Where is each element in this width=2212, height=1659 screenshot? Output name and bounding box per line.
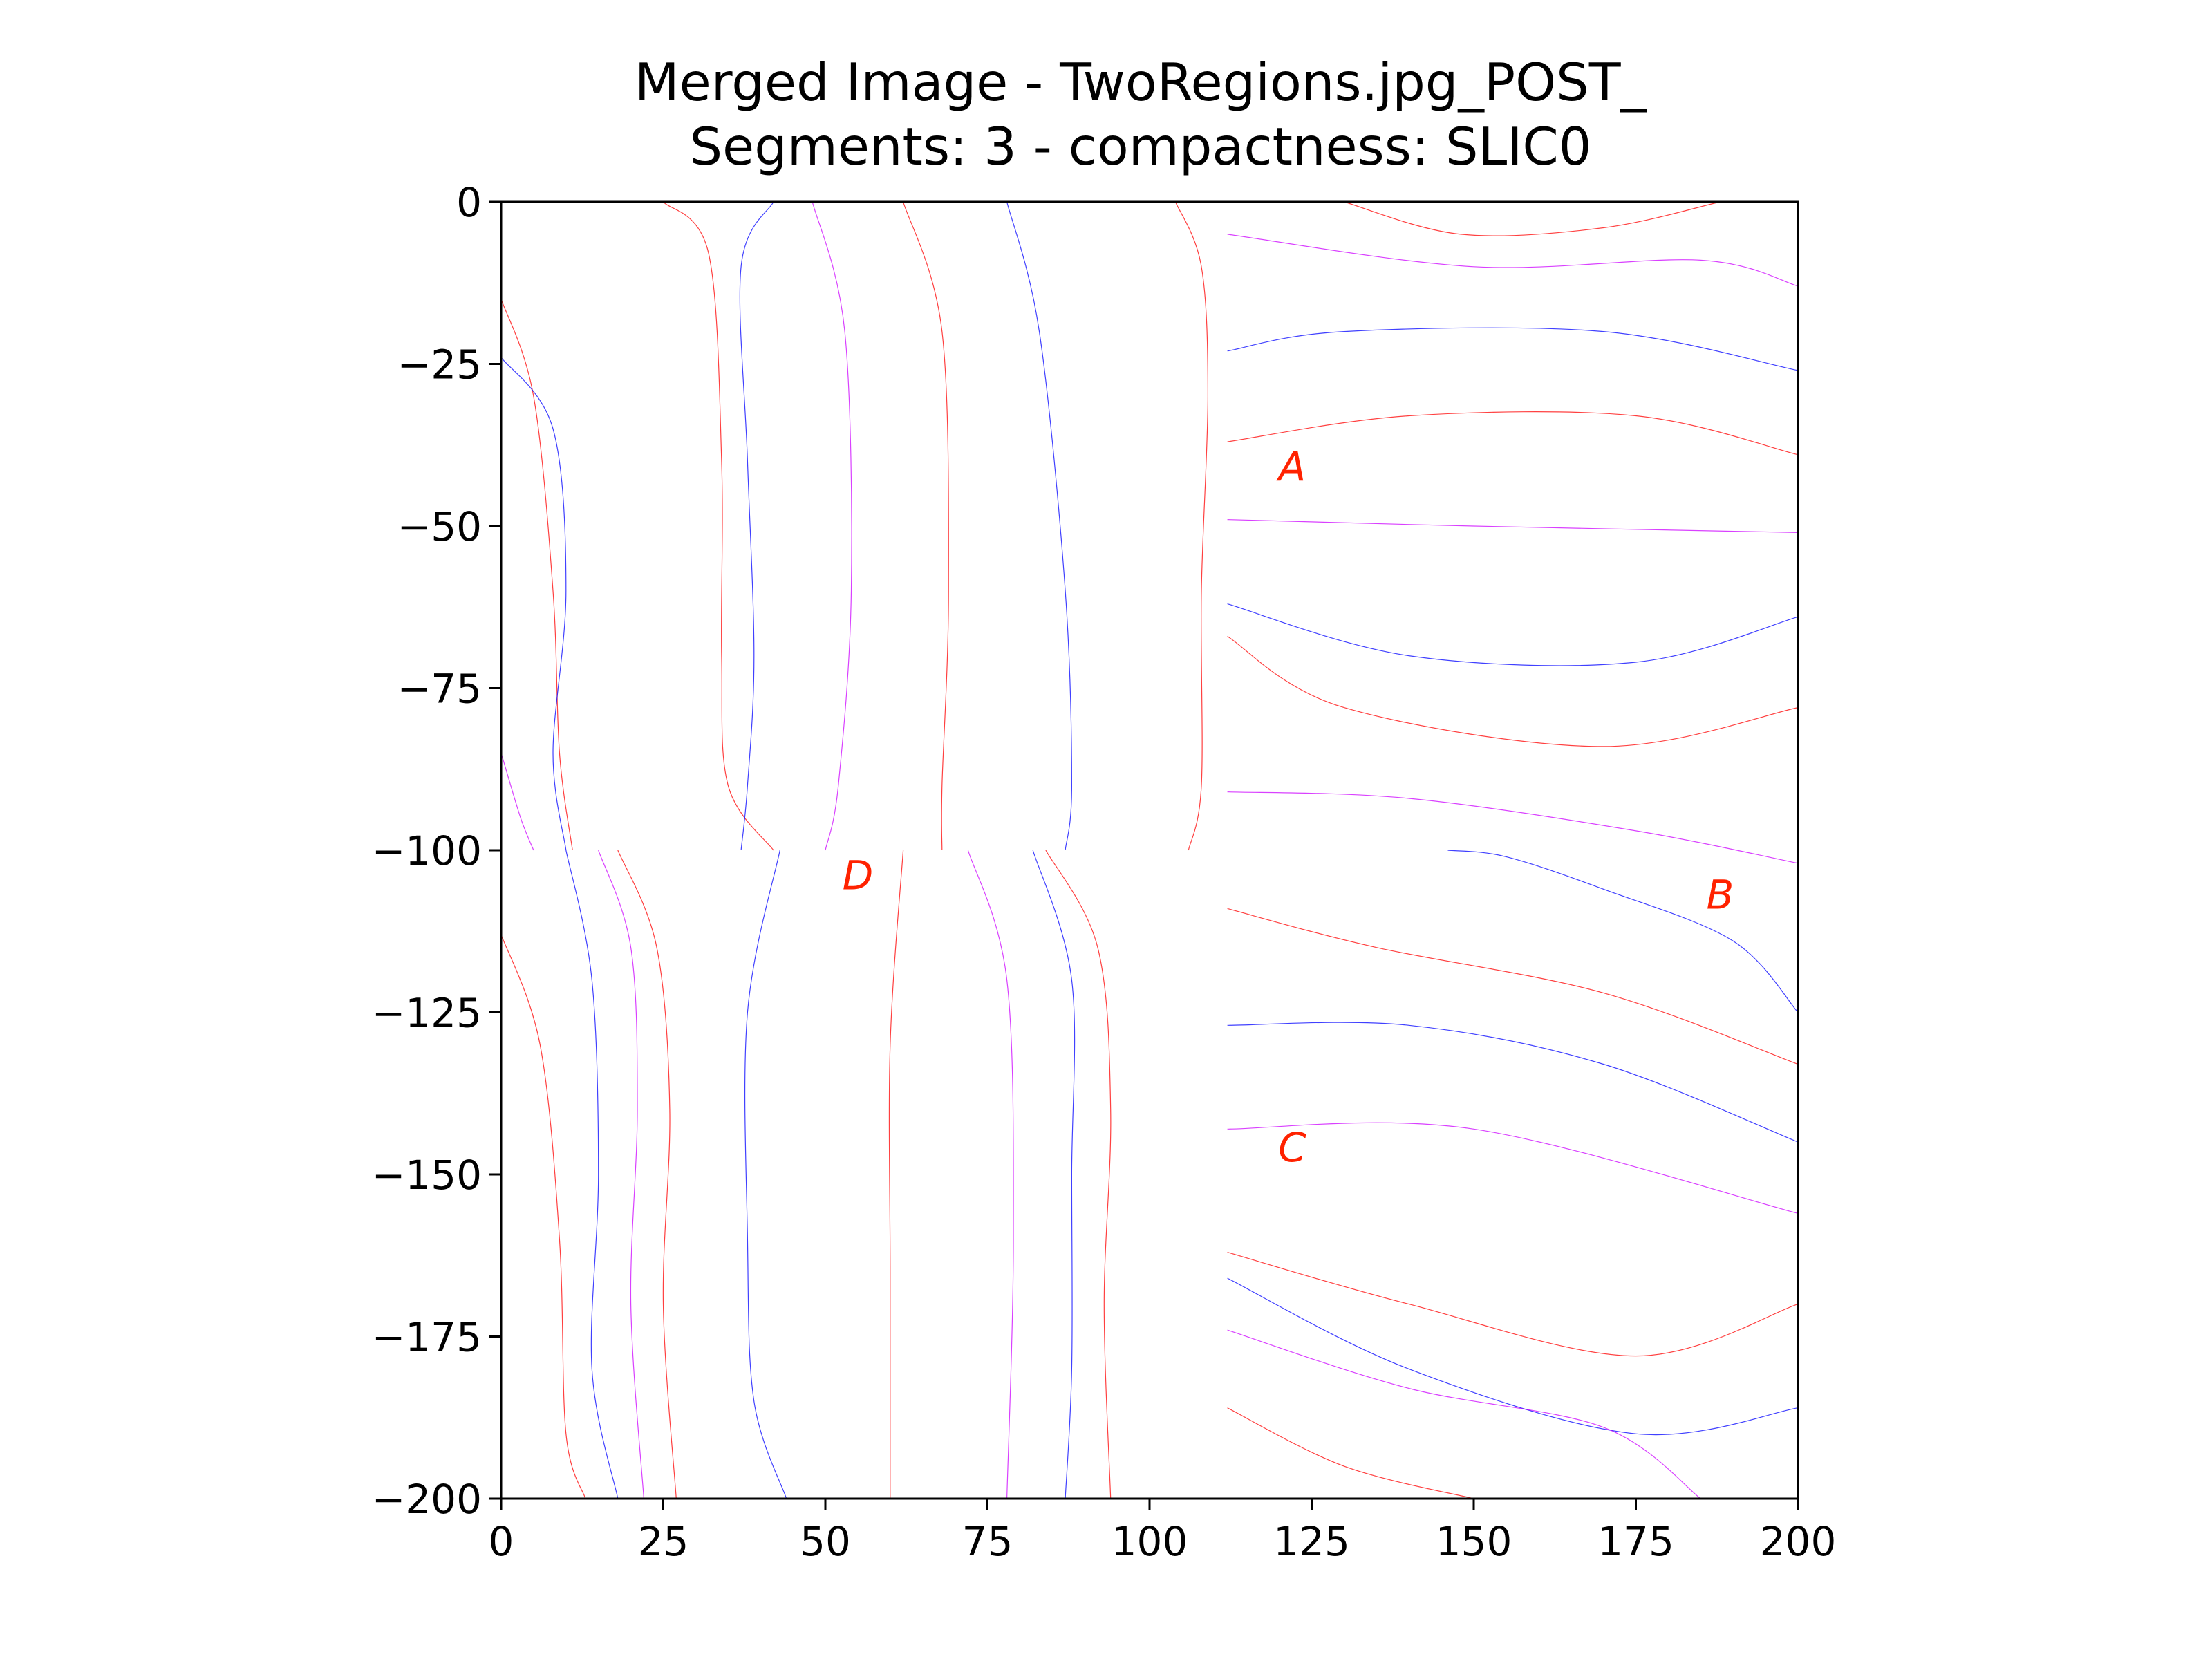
contour-layer	[500, 201, 1799, 1499]
region-label-layer: A B C D	[843, 443, 1734, 1171]
x-tick-label: 100	[1112, 1518, 1188, 1565]
y-tick-label: −25	[397, 341, 482, 388]
x-tick-label: 25	[638, 1518, 689, 1565]
y-tick-label: −75	[397, 666, 482, 713]
contour-line	[1227, 411, 1799, 456]
contour-line	[739, 201, 774, 851]
y-axis: 0 −25 −50 −75 −100 −125 −150 −175 −200	[372, 179, 501, 1523]
x-axis: 0 25 50 75 100 125 150 175 200	[489, 1499, 1837, 1565]
x-tick-label: 0	[489, 1518, 514, 1565]
contour-line	[967, 850, 1014, 1499]
contour-line	[1045, 850, 1112, 1499]
contour-line	[500, 357, 567, 851]
contour-line	[1006, 201, 1073, 851]
contour-line	[1032, 850, 1076, 1499]
contour-line	[1227, 908, 1799, 1065]
contour-line	[888, 850, 904, 1499]
contour-line	[1227, 791, 1799, 864]
contour-line	[1227, 635, 1799, 747]
contour-line	[744, 850, 787, 1499]
contour-line	[1227, 1122, 1799, 1214]
contour-line	[500, 753, 534, 851]
contour-line	[1227, 327, 1799, 371]
contour-line	[1227, 1252, 1799, 1357]
y-tick-label: −50	[397, 503, 482, 550]
contour-line	[1227, 1277, 1799, 1436]
y-tick-label: −150	[372, 1152, 482, 1199]
y-tick-label: −100	[372, 827, 482, 874]
contour-line	[663, 201, 774, 851]
contour-line	[1227, 1329, 1701, 1499]
x-tick-label: 200	[1760, 1518, 1837, 1565]
contour-line	[1227, 234, 1799, 287]
contour-line	[1174, 201, 1209, 851]
y-tick-label: −175	[372, 1314, 482, 1361]
contour-line	[500, 299, 573, 851]
y-tick-label: 0	[456, 179, 482, 226]
plot-area: A B C D	[500, 200, 1799, 1500]
contour-line	[1447, 850, 1799, 1013]
contour-line	[598, 850, 644, 1499]
x-tick-label: 125	[1273, 1518, 1350, 1565]
x-tick-label: 175	[1597, 1518, 1674, 1565]
contour-line	[812, 201, 852, 851]
contour-line	[1227, 603, 1799, 666]
contour-line	[617, 850, 677, 1499]
region-label-c: C	[1278, 1124, 1306, 1171]
contour-line	[1227, 519, 1799, 533]
contour-line	[565, 850, 619, 1499]
plot-background	[501, 202, 1798, 1499]
region-label-b: B	[1707, 871, 1734, 918]
contour-line	[500, 934, 586, 1499]
contour-line	[1227, 1407, 1474, 1499]
contour-line	[903, 201, 949, 851]
region-label-d: D	[843, 852, 874, 899]
x-tick-label: 150	[1436, 1518, 1512, 1565]
contour-line	[1344, 201, 1721, 236]
region-label-a: A	[1276, 443, 1306, 490]
x-tick-label: 75	[962, 1518, 1013, 1565]
x-tick-label: 50	[800, 1518, 851, 1565]
chart-title-line-2: Segments: 3 - compactness: SLIC0	[689, 116, 1591, 177]
y-tick-label: −200	[372, 1476, 482, 1523]
y-tick-label: −125	[372, 990, 482, 1037]
chart-title-line-1: Merged Image - TwoRegions.jpg_POST_	[635, 52, 1648, 113]
contour-line	[1227, 1022, 1799, 1143]
